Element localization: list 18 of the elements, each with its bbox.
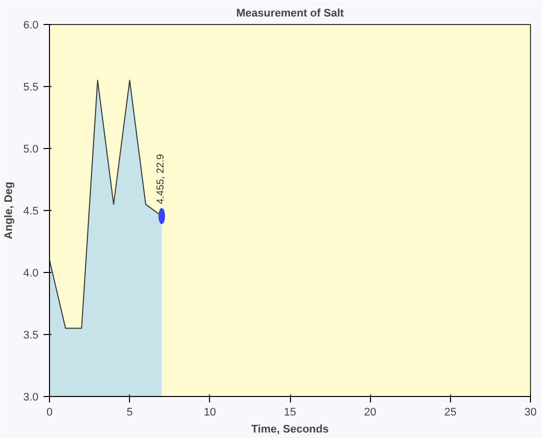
x-tick-label: 10	[204, 406, 216, 418]
y-tick-label: 5.0	[23, 144, 39, 156]
y-tick-label: 3.0	[23, 392, 39, 404]
y-tick-label: 3.5	[23, 330, 39, 342]
x-tick-label: 30	[524, 406, 537, 418]
x-axis-title: Time, Seconds	[251, 424, 329, 436]
x-tick-label: 15	[284, 406, 296, 418]
y-axis-title: Angle, Deg	[3, 182, 16, 240]
y-tick-label: 6.0	[23, 20, 39, 32]
x-tick-label: 20	[364, 406, 376, 418]
annotation: 4.455, 22.9	[156, 154, 167, 204]
y-tick-label: 4.5	[23, 206, 39, 218]
y-tick-label: 5.5	[23, 82, 39, 94]
x-tick-label: 0	[46, 406, 53, 418]
chart-title: Measurement of Salt	[236, 8, 344, 20]
y-tick-label: 4.0	[23, 268, 39, 280]
x-tick-label: 25	[444, 406, 456, 418]
x-tick-label: 5	[126, 406, 133, 418]
